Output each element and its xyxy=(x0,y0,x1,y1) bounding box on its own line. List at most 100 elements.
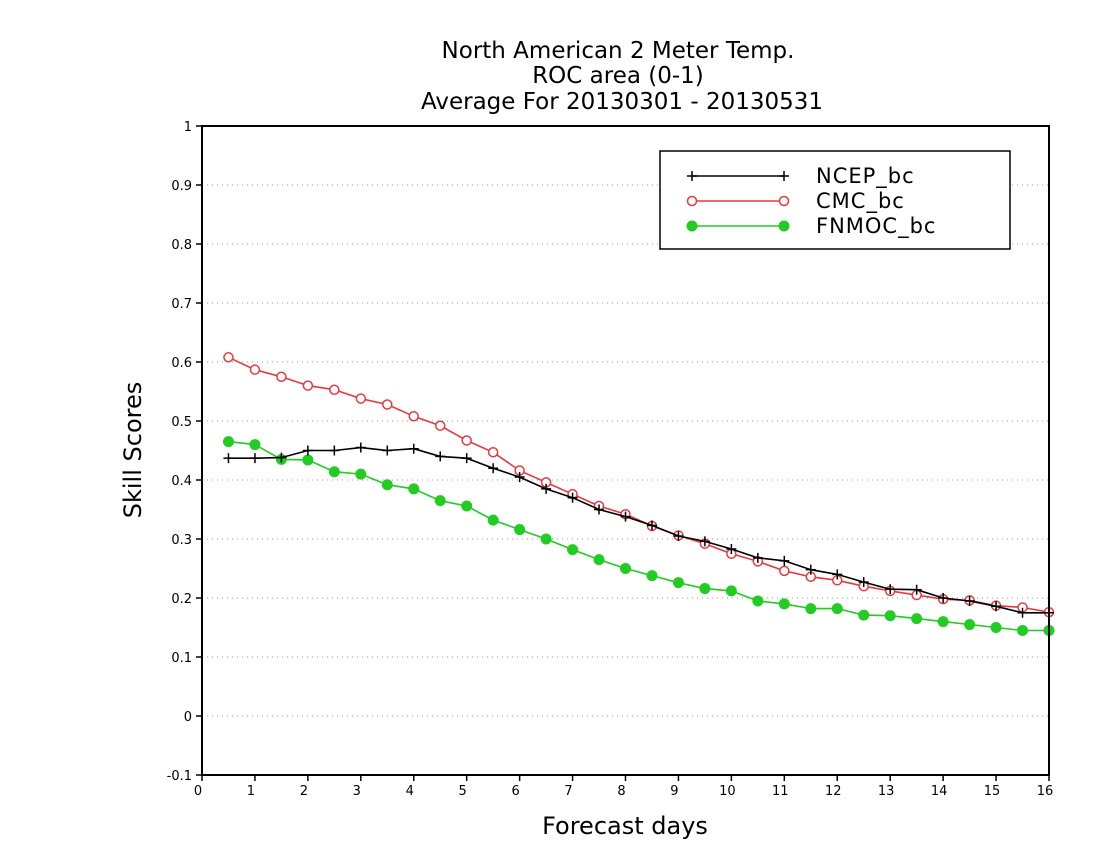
data-point-ncep-bc xyxy=(858,577,869,588)
data-point-cmc-bc xyxy=(276,371,287,382)
y-tick-label: 0.7 xyxy=(171,297,192,312)
legend-marker xyxy=(778,195,790,207)
data-point-fnmoc-bc xyxy=(302,454,314,466)
data-point-ncep-bc xyxy=(435,451,446,462)
y-tick-label: 0.2 xyxy=(171,592,192,607)
data-point-fnmoc-bc xyxy=(699,583,711,595)
x-tick-label: 4 xyxy=(406,784,414,799)
series-ncep-bc xyxy=(223,442,1054,618)
x-tick-label: 13 xyxy=(878,784,895,799)
data-point-fnmoc-bc xyxy=(408,483,420,495)
y-tick-label: 0.4 xyxy=(171,474,192,489)
legend-marker xyxy=(687,171,697,181)
chart-title-line-2: ROC area (0-1) xyxy=(532,63,704,89)
legend-entry-cmc-bc: CMC_bc xyxy=(686,189,904,214)
x-tick-label: 12 xyxy=(825,784,842,799)
data-point-fnmoc-bc xyxy=(593,554,605,566)
data-point-cmc-bc xyxy=(223,352,234,363)
data-point-fnmoc-bc xyxy=(355,468,367,480)
series-cmc-bc xyxy=(223,352,1055,618)
data-point-ncep-bc xyxy=(223,453,234,464)
data-point-ncep-bc xyxy=(964,595,975,606)
data-point-ncep-bc xyxy=(329,445,340,456)
data-point-ncep-bc xyxy=(620,511,631,522)
data-point-ncep-bc xyxy=(726,544,737,555)
data-point-fnmoc-bc xyxy=(567,544,579,556)
data-point-ncep-bc xyxy=(461,453,472,464)
data-point-ncep-bc xyxy=(302,445,313,456)
y-tick-label: 1 xyxy=(184,120,192,135)
data-point-fnmoc-bc xyxy=(434,495,446,507)
y-tick-label: 0.1 xyxy=(171,651,192,666)
x-tick-label: 9 xyxy=(670,784,678,799)
x-tick-label: 1 xyxy=(247,784,255,799)
data-point-fnmoc-bc xyxy=(937,616,949,628)
data-point-fnmoc-bc xyxy=(911,613,923,625)
data-point-fnmoc-bc xyxy=(964,619,976,631)
legend-marker xyxy=(778,220,790,232)
y-tick-label: -0.1 xyxy=(167,769,192,784)
y-axis-label: Skill Scores xyxy=(119,382,147,519)
chart-title-line-1: North American 2 Meter Temp. xyxy=(442,38,795,64)
data-point-cmc-bc xyxy=(461,435,472,446)
data-point-ncep-bc xyxy=(885,584,896,595)
data-point-fnmoc-bc xyxy=(381,479,393,491)
x-axis-ticks: 0 1 2 3 4 5 6 7 8 9 10 11 12 13 14 15 16 xyxy=(194,775,1053,799)
data-point-fnmoc-bc xyxy=(487,514,499,526)
data-point-fnmoc-bc xyxy=(1017,624,1029,636)
x-axis-label: Forecast days xyxy=(542,812,708,840)
x-tick-label: 0 xyxy=(194,784,202,799)
x-tick-label: 3 xyxy=(353,784,361,799)
data-point-fnmoc-bc xyxy=(620,563,631,574)
data-point-cmc-bc xyxy=(249,364,261,375)
data-point-ncep-bc xyxy=(673,531,684,542)
data-point-fnmoc-bc xyxy=(328,466,340,478)
legend-entry-fnmoc-bc: FNMOC_bc xyxy=(686,214,935,239)
data-point-ncep-bc xyxy=(382,445,393,456)
data-point-ncep-bc xyxy=(355,442,366,453)
data-point-fnmoc-bc xyxy=(778,598,790,610)
y-tick-label: 0.8 xyxy=(171,238,192,253)
data-point-ncep-bc xyxy=(938,593,949,603)
series-line-cmc-bc xyxy=(228,356,1050,613)
legend-marker xyxy=(686,220,698,232)
x-tick-label: 6 xyxy=(511,784,519,799)
x-tick-label: 10 xyxy=(719,784,736,799)
data-point-fnmoc-bc xyxy=(725,585,737,597)
y-tick-label: 0 xyxy=(184,710,192,725)
data-point-fnmoc-bc xyxy=(805,603,817,615)
data-point-fnmoc-bc xyxy=(646,570,658,582)
series-layer xyxy=(222,352,1055,636)
x-tick-label: 2 xyxy=(300,784,308,799)
data-point-ncep-bc xyxy=(1017,607,1028,618)
data-point-cmc-bc xyxy=(382,399,393,410)
data-point-ncep-bc xyxy=(779,555,790,566)
data-point-fnmoc-bc xyxy=(990,622,1002,633)
x-tick-label: 16 xyxy=(1037,784,1054,799)
data-point-ncep-bc xyxy=(567,492,578,503)
x-tick-label: 8 xyxy=(617,784,625,799)
y-tick-label: 0.5 xyxy=(171,415,192,430)
data-point-cmc-bc xyxy=(434,420,446,431)
data-point-fnmoc-bc xyxy=(222,436,234,448)
data-point-ncep-bc xyxy=(911,584,922,595)
legend-marker xyxy=(686,195,698,207)
x-tick-label: 11 xyxy=(772,784,789,799)
data-point-fnmoc-bc xyxy=(249,439,261,451)
data-point-fnmoc-bc xyxy=(752,595,764,607)
data-point-cmc-bc xyxy=(329,384,340,395)
x-tick-label: 15 xyxy=(984,784,1001,799)
legend-label-ncep-bc: NCEP_bc xyxy=(816,164,915,189)
data-point-ncep-bc xyxy=(514,472,525,483)
x-tick-label: 5 xyxy=(459,784,467,799)
x-tick-label: 7 xyxy=(564,784,572,799)
data-point-ncep-bc xyxy=(699,536,710,547)
data-point-ncep-bc xyxy=(276,452,287,463)
data-point-cmc-bc xyxy=(779,565,790,577)
y-tick-label: 0.9 xyxy=(171,179,192,194)
data-point-ncep-bc xyxy=(991,601,1002,612)
legend-box xyxy=(659,150,1011,250)
data-point-fnmoc-bc xyxy=(858,609,870,621)
y-tick-label: 0.3 xyxy=(171,533,192,548)
